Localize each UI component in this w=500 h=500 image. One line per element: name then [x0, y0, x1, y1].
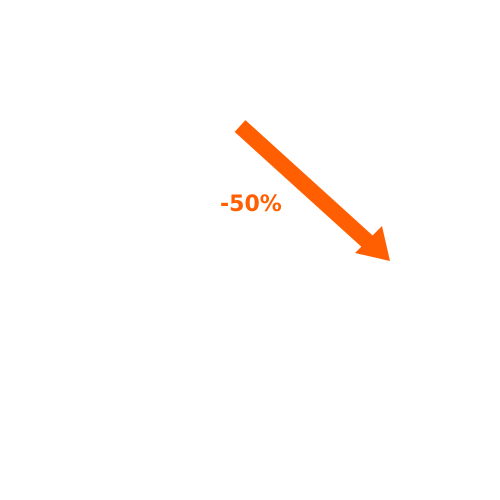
percent-change-label: -50% — [220, 192, 282, 217]
arrow-shaft — [234, 120, 374, 248]
arrow-head — [355, 226, 390, 261]
